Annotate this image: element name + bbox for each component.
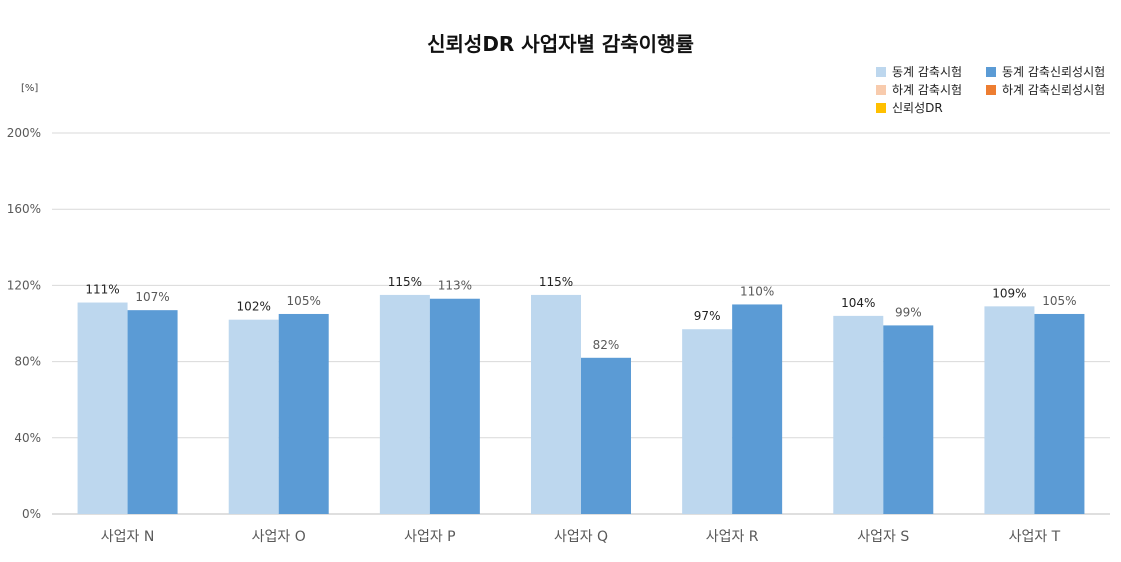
y-tick-label: 120%: [7, 278, 41, 292]
data-label: 107%: [135, 290, 169, 304]
bar: [228, 319, 279, 514]
y-tick-label: 80%: [14, 355, 41, 369]
data-label: 115%: [539, 275, 573, 289]
bar: [379, 294, 430, 514]
y-tick-label: 160%: [7, 202, 41, 216]
bar: [883, 325, 934, 514]
bar: [127, 310, 178, 514]
data-label: 99%: [895, 305, 922, 319]
legend-item-winter-reliability-test: 동계 감축신뢰성시험: [986, 63, 1105, 80]
bar: [1034, 313, 1085, 514]
chart-title: 신뢰성DR 사업자별 감축이행률: [427, 32, 694, 56]
legend-label: 하계 감축신뢰성시험: [1002, 83, 1106, 97]
data-label: 105%: [1042, 294, 1076, 308]
data-label: 102%: [237, 300, 271, 314]
bar: [984, 306, 1035, 514]
data-label: 97%: [694, 309, 721, 323]
x-tick-label: 사업자 N: [101, 529, 155, 545]
bar: [429, 298, 480, 514]
data-label: 110%: [740, 284, 774, 298]
legend-swatch: [876, 102, 886, 113]
y-tick-label: 200%: [7, 126, 41, 140]
x-tick-label: 사업자 R: [706, 529, 759, 545]
legend-label: 신뢰성DR: [892, 101, 943, 115]
legend-swatch: [986, 66, 996, 77]
data-label: 113%: [438, 279, 472, 293]
data-label: 82%: [593, 338, 620, 352]
bar: [531, 294, 581, 514]
data-label: 115%: [388, 275, 422, 289]
x-tick-label: 사업자 P: [404, 529, 456, 545]
legend-label: 동계 감축신뢰성시험: [1002, 65, 1106, 79]
bar: [833, 315, 884, 514]
y-tick-label: 0%: [22, 507, 41, 521]
legend-swatch: [876, 84, 886, 95]
y-tick-label: 40%: [14, 431, 41, 445]
data-label: 111%: [85, 283, 119, 297]
legend-label: 하계 감축시험: [892, 83, 963, 97]
x-tick-label: 사업자 O: [252, 529, 306, 545]
y-axis-unit-label: [%]: [21, 83, 39, 94]
legend-item-summer-reliability-test: 하계 감축신뢰성시험: [986, 81, 1105, 98]
bar: [581, 357, 631, 514]
legend-item-summer-test: 하계 감축시험: [876, 81, 962, 98]
x-tick-label: 사업자 S: [857, 529, 909, 545]
legend-item-winter-test: 동계 감축시험: [876, 63, 962, 80]
legend-label: 동계 감축시험: [892, 65, 963, 79]
x-tick-label: 사업자 Q: [554, 529, 608, 545]
bar: [278, 313, 329, 514]
bar: [682, 329, 733, 514]
bar: [77, 302, 128, 514]
legend-swatch: [876, 66, 886, 77]
data-label: 104%: [841, 296, 875, 310]
x-tick-label: 사업자 T: [1009, 529, 1061, 545]
legend-item-reliability-dr: 신뢰성DR: [876, 99, 943, 116]
data-label: 105%: [287, 294, 321, 308]
legend-swatch: [986, 84, 996, 95]
bar: [732, 304, 783, 514]
data-label: 109%: [992, 286, 1026, 300]
